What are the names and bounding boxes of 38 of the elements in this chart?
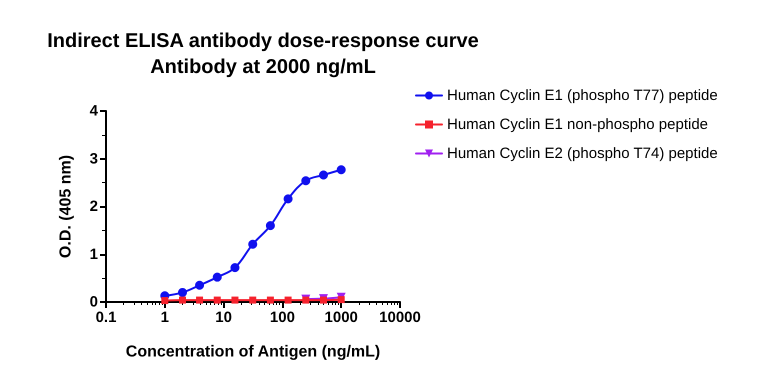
y-tick-label: 4 <box>90 102 99 120</box>
point <box>301 176 310 186</box>
y-tick-label: 2 <box>90 198 98 215</box>
point <box>320 296 327 304</box>
point <box>195 280 204 290</box>
x-tick-label: 10 <box>215 309 232 326</box>
legend-label: Human Cyclin E2 (phospho T74) peptide <box>447 145 718 162</box>
chart-title: Indirect ELISA antibody dose-response curve <box>47 30 479 52</box>
y-tick-label: 3 <box>90 150 98 168</box>
legend-label: Human Cyclin E1 non-phospho peptide <box>447 116 708 133</box>
point <box>230 263 240 272</box>
x-tick-label: 1000 <box>324 309 358 326</box>
point <box>231 296 238 304</box>
point <box>266 221 275 230</box>
point <box>248 240 258 249</box>
legend-label: Human Cyclin E1 (phospho T77) peptide <box>447 87 718 104</box>
point <box>338 296 345 304</box>
x-tick-label: 10000 <box>379 309 421 326</box>
point <box>212 272 222 282</box>
x-tick-label: 1 <box>160 309 169 326</box>
point <box>284 194 293 204</box>
x-tick-label: 100 <box>270 309 295 326</box>
point <box>319 170 328 180</box>
y-tick-label: 1 <box>90 246 98 263</box>
y-tick-label: 0 <box>90 294 98 310</box>
x-tick-label: 0.1 <box>96 309 116 326</box>
x-axis-title: Concentration of Antigen (ng/mL) <box>126 344 380 360</box>
point <box>196 296 204 304</box>
point <box>336 165 346 174</box>
point <box>249 296 256 304</box>
point <box>161 297 168 304</box>
point <box>179 296 186 304</box>
point <box>214 296 221 304</box>
point <box>284 296 292 304</box>
point <box>266 296 274 304</box>
point <box>178 288 187 297</box>
y-axis-title: O.D. (405 nm) <box>58 154 74 258</box>
chart-subtitle: Antibody at 2000 ng/mL <box>150 56 376 78</box>
